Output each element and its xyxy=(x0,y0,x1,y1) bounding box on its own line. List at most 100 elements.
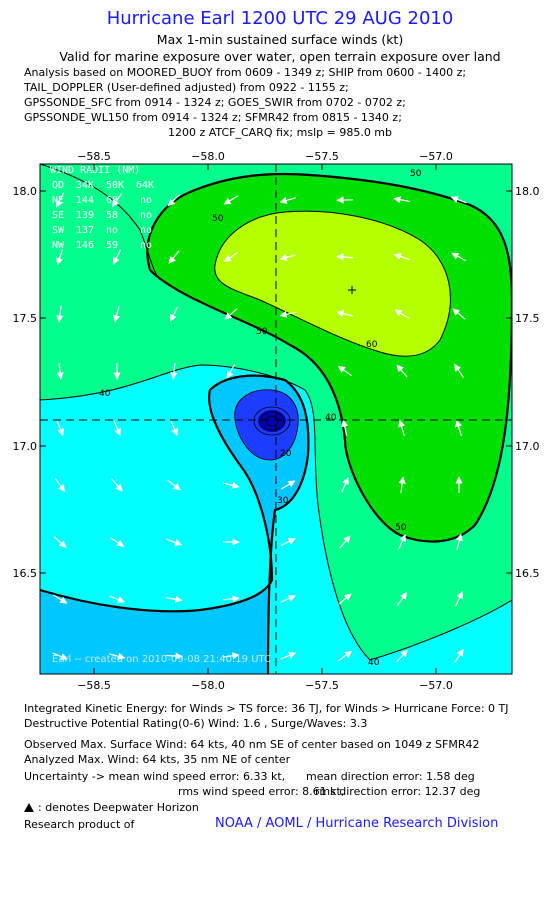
wind-vector-arrow xyxy=(113,420,121,437)
y-tick-label-right: 16.5 xyxy=(515,567,540,580)
wind-vector-arrow xyxy=(280,538,296,546)
wind-radii-row: SW 137 no no xyxy=(52,225,152,236)
wind-vector-arrow xyxy=(52,594,68,604)
x-tick-label-bottom: −58.5 xyxy=(77,679,111,692)
wind-vector-arrow xyxy=(166,538,183,546)
wind-vector-arrow xyxy=(222,595,240,603)
wind-vector-arrow xyxy=(111,478,123,492)
wind-vector-arrow xyxy=(170,420,178,436)
contour-label-50-ne: 50 xyxy=(410,169,422,179)
contour-label-50-se: 50 xyxy=(395,523,407,533)
y-tick-label-left: 18.0 xyxy=(13,185,38,198)
wind-vector-arrow xyxy=(223,481,240,489)
contour-label-40-east: 40 xyxy=(325,413,337,423)
wind-vector-arrow xyxy=(169,306,179,322)
contour-50-kt xyxy=(146,172,512,543)
map-frame xyxy=(39,163,513,675)
wind-vector-arrow xyxy=(455,419,463,436)
wind-vector-arrow xyxy=(113,362,121,380)
wind-vector-arrow xyxy=(396,364,408,378)
map-watermark: Earl -- created on 2010-09-08 21:40:19 U… xyxy=(52,654,271,665)
wind-vector-arrow xyxy=(393,196,411,204)
wind-field-map: 50 50 60 50 40 40 20 30 50 40 WIND RADII… xyxy=(13,150,540,692)
wind-vector-arrow xyxy=(56,420,64,437)
y-tick-label-left: 17.0 xyxy=(13,440,38,453)
wind-vector-arrow xyxy=(223,252,238,262)
wind-vector-arrow xyxy=(52,652,69,660)
wind-vector-arrow xyxy=(455,591,463,607)
axis-ticks xyxy=(40,164,512,674)
analysis-line-4: GPSSONDE_WL150 from 0914 - 1324 z; SFMR4… xyxy=(24,111,402,124)
y-tick-label-right: 17.0 xyxy=(515,440,540,453)
wind-vector-arrow xyxy=(280,595,296,603)
uncertainty-mean-direction: mean direction error: 1.58 deg xyxy=(306,770,475,783)
wind-vector-arrow xyxy=(455,533,463,550)
fill-30-kt-west xyxy=(40,375,309,674)
contour-label-30: 30 xyxy=(277,496,289,506)
contour-core-3 xyxy=(265,415,279,427)
contour-lines-group xyxy=(40,164,512,674)
wind-vector-arrow xyxy=(223,195,239,205)
axis-labels: −58.5 −58.0 −57.5 −57.0 −58.5 −58.0 −57.… xyxy=(13,150,540,692)
wind-vector-arrow xyxy=(53,536,67,548)
wind-vector-arrow xyxy=(398,534,406,550)
wind-radii-row: SE 139 58 no xyxy=(52,210,152,221)
map-subtitle-1: Max 1-min sustained surface winds (kt) xyxy=(156,32,404,47)
x-tick-label-top: −57.0 xyxy=(419,150,453,163)
contour-label-60: 60 xyxy=(366,340,378,350)
wind-vector-arrow xyxy=(338,593,352,605)
map-subtitle-2: Valid for marine exposure over water, op… xyxy=(59,49,501,64)
wind-vector-arrow xyxy=(226,363,236,379)
wind-vector-arrow xyxy=(396,649,408,663)
wind-vector-arrow xyxy=(452,308,466,320)
x-tick-label-top: −58.5 xyxy=(77,150,111,163)
wind-vector-arrow xyxy=(280,652,297,660)
contour-30-kt xyxy=(40,374,310,674)
wind-vector-arrow xyxy=(341,477,349,493)
analyzed-max-line: Analyzed Max. Wind: 64 kts, 35 nm NE of … xyxy=(24,753,291,766)
fix-line: 1200 z ATCF_CARQ fix; mslp = 985.0 mb xyxy=(167,126,393,139)
contour-core-1 xyxy=(253,406,291,436)
noaa-aoml-link[interactable]: NOAA / AOML / Hurricane Research Divisio… xyxy=(215,816,499,831)
x-tick-label-bottom: −57.0 xyxy=(419,679,453,692)
y-tick-label-right: 18.0 xyxy=(515,185,540,198)
wind-vector-arrow xyxy=(111,193,123,208)
wind-vector-arrow xyxy=(165,595,183,603)
wind-vector-arrow xyxy=(170,363,178,380)
contour-50-kt-nw xyxy=(40,164,161,281)
wind-vector-arrow xyxy=(167,193,181,207)
wind-vector-arrow xyxy=(54,478,66,493)
wind-radii-row: NW 146 59 no xyxy=(52,240,152,251)
fill-core-inner xyxy=(258,410,286,432)
wind-radii-row: NE 144 68 no xyxy=(52,195,152,206)
uncertainty-rms-speed: rms wind speed error: 8.61 kt, xyxy=(178,785,345,798)
contour-label-20: 20 xyxy=(280,449,292,459)
fill-60-70-kt xyxy=(214,211,451,357)
contour-40-kt xyxy=(40,364,512,661)
wind-vector-arrow xyxy=(109,652,126,660)
research-product-line: Research product of xyxy=(24,818,135,831)
contour-label-40-south: 40 xyxy=(368,658,380,668)
wind-vector-arrow xyxy=(279,310,296,318)
analysis-line-3: GPSSONDE_SFC from 0914 - 1324 z; GOES_SW… xyxy=(24,96,406,109)
wind-vector-arrow xyxy=(109,537,125,547)
max-wind-marker xyxy=(348,286,356,294)
map-title: Hurricane Earl 1200 UTC 29 AUG 2010 xyxy=(106,8,454,29)
wind-vector-arrow xyxy=(223,652,240,660)
deepwater-legend: : denotes Deepwater Horizon xyxy=(24,801,199,814)
x-tick-label-bottom: −58.0 xyxy=(191,679,225,692)
wind-vector-arrow xyxy=(450,196,467,204)
analysis-line-1: Analysis based on MOORED_BUOY from 0609 … xyxy=(24,66,467,79)
observed-max-line: Observed Max. Surface Wind: 64 kts, 40 n… xyxy=(24,738,480,751)
uncertainty-mean-speed: Uncertainty -> mean wind speed error: 6.… xyxy=(24,770,286,783)
wind-vector-arrow xyxy=(398,476,406,493)
wind-vector-arrow xyxy=(336,310,353,318)
y-tick-label-left: 17.5 xyxy=(13,312,38,325)
wind-vector-arrow xyxy=(279,196,296,204)
wind-vector-arrow xyxy=(113,306,121,323)
contour-label-50-north: 50 xyxy=(212,214,224,224)
contour-core-2 xyxy=(259,411,285,431)
y-tick-label-right: 17.5 xyxy=(515,312,540,325)
uncertainty-rms-direction: rms direction error: 12.37 deg xyxy=(315,785,481,798)
x-tick-label-top: −58.0 xyxy=(191,150,225,163)
